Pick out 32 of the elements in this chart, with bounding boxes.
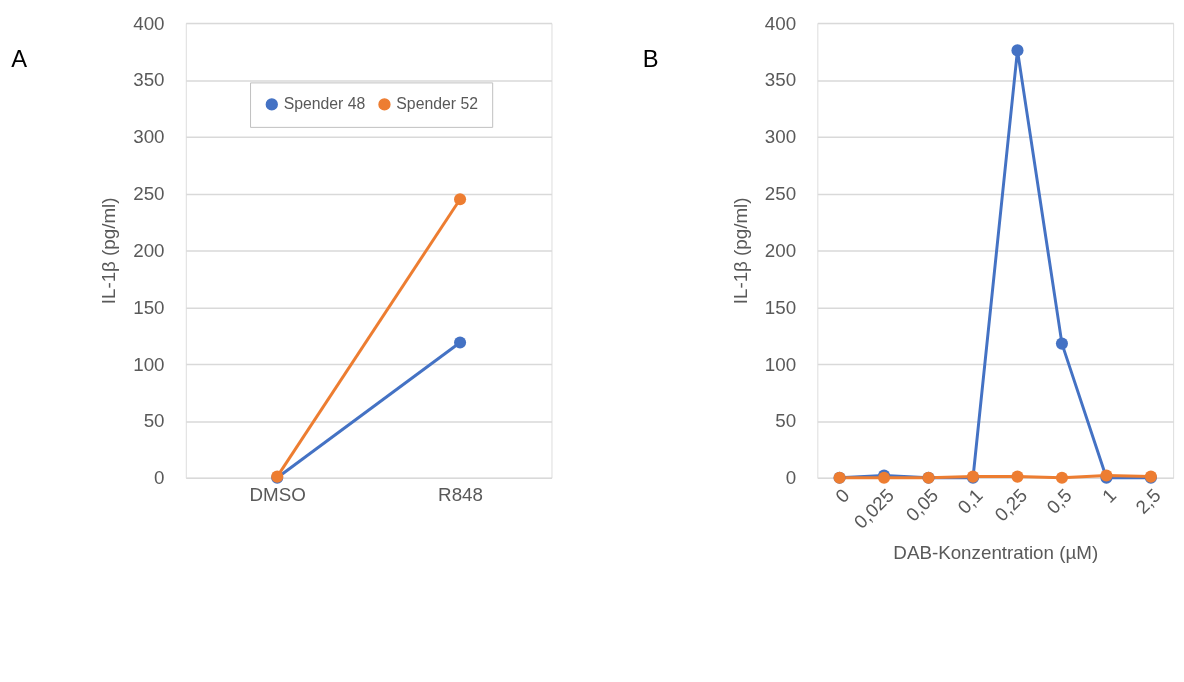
y-tick-label: 400: [764, 12, 797, 34]
x-tick-label: R848: [438, 483, 483, 505]
y-axis-title: IL-1β (pg/ml): [729, 197, 751, 305]
y-tick-label: 250: [133, 183, 165, 205]
legend-label: Spender 52: [396, 95, 478, 113]
y-tick-label: 250: [764, 183, 797, 205]
y-tick-label: 200: [764, 239, 797, 261]
y-tick-label: 350: [764, 69, 797, 91]
legend-label: Spender 48: [283, 95, 366, 113]
y-tick-label: 300: [133, 126, 165, 148]
y-tick-label: 150: [764, 296, 797, 318]
y-tick-label: 100: [764, 353, 797, 375]
x-axis-title: DAB-Konzentration (µM): [893, 542, 1099, 564]
y-tick-label: 400: [133, 12, 165, 34]
y-axis-title: IL-1β (pg/ml): [98, 197, 120, 305]
y-tick-label: 350: [133, 69, 165, 91]
x-tick-label: 2,5: [1131, 484, 1165, 518]
y-tick-label: 0: [154, 467, 165, 489]
y-tick-label: 300: [764, 126, 797, 148]
x-tick-label: 0: [831, 484, 854, 507]
y-tick-label: 0: [785, 467, 797, 489]
text: A: [11, 45, 28, 72]
y-tick-label: 150: [133, 296, 165, 318]
y-tick-label: 50: [775, 410, 797, 432]
y-tick-label: 50: [143, 410, 165, 432]
x-tick-label: 0,1: [953, 484, 987, 518]
x-tick-label: 1: [1097, 484, 1121, 507]
x-tick-label: 0,5: [1042, 484, 1076, 518]
text: B: [642, 45, 659, 72]
y-tick-label: 200: [133, 239, 165, 261]
x-tick-label: DMSO: [249, 483, 306, 505]
y-tick-label: 100: [133, 353, 165, 375]
